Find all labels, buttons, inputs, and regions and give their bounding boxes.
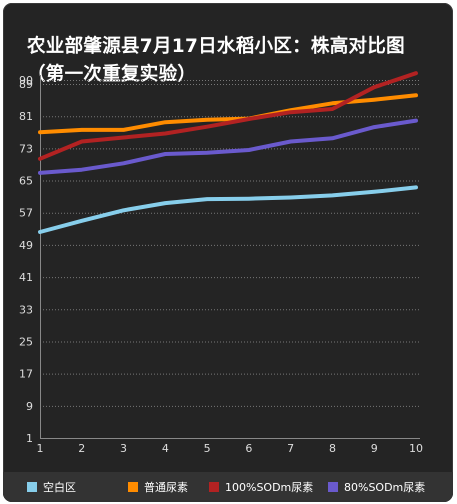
y-tick-label: 1 — [26, 432, 33, 445]
y-tick-label: 90 — [19, 74, 33, 87]
legend-swatch — [128, 482, 138, 492]
series-line — [38, 93, 418, 135]
legend-swatch — [27, 482, 37, 492]
legend-label: 100%SODm尿素 — [225, 481, 314, 494]
series-line — [38, 118, 418, 175]
series-line — [38, 71, 418, 161]
x-tick-label: 9 — [371, 442, 378, 455]
legend-label: 普通尿素 — [144, 481, 188, 494]
x-tick-label: 8 — [329, 442, 336, 455]
series-line — [38, 185, 418, 234]
legend-label: 80%SODm尿素 — [344, 481, 426, 494]
chart-legend: 空白区 普通尿素 100%SODm尿素 80%SODm尿素 — [3, 472, 453, 502]
legend-swatch — [328, 482, 338, 492]
x-tick-label: 10 — [409, 442, 423, 455]
y-tick-label: 65 — [19, 175, 33, 188]
legend-item: 100%SODm尿素 — [209, 481, 313, 495]
x-tick-label: 4 — [162, 442, 169, 455]
y-tick-label: 57 — [19, 207, 33, 220]
legend-label: 空白区 — [43, 481, 76, 494]
y-tick-label: 33 — [19, 303, 33, 316]
x-tick-label: 1 — [37, 442, 44, 455]
x-tick-label: 6 — [245, 442, 252, 455]
x-tick-label: 2 — [78, 442, 85, 455]
legend-swatch — [209, 482, 219, 492]
y-tick-label: 9 — [26, 400, 33, 413]
y-tick-label: 17 — [19, 368, 33, 381]
y-tick-label: 49 — [19, 239, 33, 252]
legend-item: 空白区 — [27, 481, 76, 495]
y-tick-label: 81 — [19, 110, 33, 123]
y-tick-label: 89 — [19, 78, 33, 91]
chart-title: 农业部肇源县7月17日水稻小区：株高对比图（第一次重复实验） — [27, 36, 405, 85]
legend-item: 普通尿素 — [128, 481, 188, 495]
y-tick-label: 25 — [19, 335, 33, 348]
y-tick-label: 73 — [19, 142, 33, 155]
legend-item: 80%SODm尿素 — [328, 481, 425, 495]
x-tick-label: 5 — [204, 442, 211, 455]
y-tick-label: 41 — [19, 271, 33, 284]
x-tick-label: 7 — [287, 442, 294, 455]
chart-card: 农业部肇源县7月17日水稻小区：株高对比图（第一次重复实验） 1 9 17 25 33 4… — [3, 3, 453, 502]
x-tick-label: 3 — [120, 442, 127, 455]
